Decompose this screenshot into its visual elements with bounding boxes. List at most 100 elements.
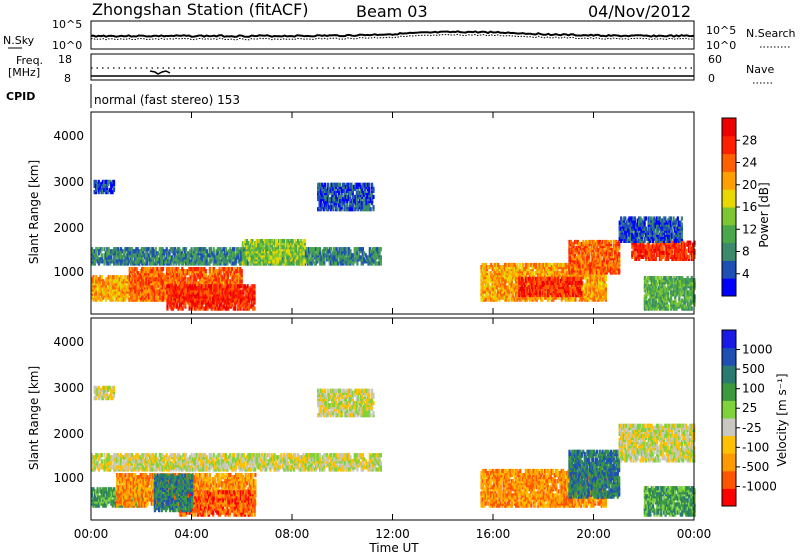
- power-cell: [337, 261, 340, 266]
- power-cell: [229, 255, 232, 260]
- power-cell: [111, 259, 114, 264]
- power-cell: [294, 259, 297, 264]
- power-cell: [503, 283, 507, 288]
- power-cell: [481, 281, 484, 286]
- power-cell: [363, 251, 366, 256]
- power-cell: [274, 243, 278, 248]
- power-cell: [240, 279, 243, 284]
- power-cell: [108, 187, 111, 193]
- nave-tick-bottom: 0: [708, 72, 715, 85]
- power-cell: [169, 302, 172, 307]
- power-cell: [194, 294, 197, 299]
- power-cell: [201, 247, 204, 252]
- power-cell: [232, 306, 235, 311]
- power-cell: [160, 267, 163, 272]
- power-cell: [345, 261, 348, 266]
- power-cell: [106, 251, 109, 256]
- power-cell: [481, 271, 484, 276]
- power-cell: [161, 281, 165, 286]
- power-cell: [202, 300, 205, 305]
- power-cell: [368, 197, 371, 202]
- power-cell: [234, 284, 237, 289]
- power-cell: [604, 283, 607, 288]
- power-cell: [360, 184, 363, 189]
- power-cell: [212, 257, 215, 262]
- power-cell: [320, 255, 323, 260]
- power-cell: [340, 194, 343, 200]
- power-cell: [141, 267, 144, 272]
- power-cell: [487, 275, 490, 280]
- power-cell: [371, 197, 374, 202]
- power-cell: [371, 192, 374, 198]
- power-cell: [125, 247, 128, 252]
- power-cell: [93, 295, 96, 300]
- power-cell: [332, 197, 335, 202]
- power-cell: [207, 291, 210, 296]
- power-cell: [183, 259, 186, 264]
- power-cell: [192, 267, 195, 272]
- power-cell: [136, 257, 139, 262]
- power-cell: [254, 255, 257, 260]
- power-cell: [157, 251, 160, 256]
- power-cell: [343, 199, 346, 204]
- power-cell: [198, 306, 201, 311]
- power-cell: [109, 259, 112, 264]
- power-cell: [106, 291, 109, 296]
- power-cell: [114, 275, 117, 280]
- power-cell: [104, 251, 107, 256]
- power-cell: [104, 293, 107, 298]
- power-cell: [604, 275, 607, 280]
- power-cell: [152, 267, 155, 272]
- power-cell: [265, 239, 268, 244]
- power-cell: [325, 197, 328, 202]
- power-cell: [337, 251, 340, 256]
- power-cell: [346, 199, 349, 204]
- power-cell: [497, 277, 500, 282]
- power-cell: [158, 261, 161, 266]
- power-cell: [363, 257, 366, 262]
- power-cell: [350, 203, 353, 208]
- power-cell: [150, 261, 153, 266]
- power-cell: [492, 281, 496, 286]
- power-cell: [574, 297, 577, 302]
- power-cell: [96, 283, 99, 288]
- power-cell: [288, 241, 291, 246]
- power-cell: [212, 296, 215, 301]
- power-cell: [287, 251, 290, 256]
- power-cell: [239, 267, 242, 272]
- power-cell: [365, 192, 368, 198]
- power-cell: [196, 247, 199, 252]
- power-cell: [346, 203, 349, 208]
- power-cell: [140, 247, 143, 252]
- power-cell: [298, 241, 301, 246]
- power-cell: [190, 247, 193, 252]
- power-cell: [177, 286, 180, 291]
- power-cell: [185, 294, 188, 299]
- power-cell: [273, 239, 276, 244]
- power-cell: [213, 267, 216, 272]
- power-cell: [121, 275, 124, 280]
- power-cell: [498, 265, 501, 270]
- power-cell: [184, 288, 187, 293]
- power-cell: [294, 239, 297, 244]
- power-cell: [139, 269, 142, 274]
- power-cell: [97, 179, 100, 184]
- power-cell: [217, 288, 220, 293]
- power-cell: [372, 205, 375, 210]
- power-cell: [135, 253, 138, 258]
- power-cell: [206, 284, 209, 289]
- power-cell: [262, 241, 265, 246]
- power-cell: [143, 267, 147, 272]
- power-cell: [109, 295, 112, 300]
- power-cell: [150, 277, 153, 282]
- power-cell: [148, 269, 151, 274]
- power-cell: [332, 182, 335, 187]
- power-cell: [241, 298, 244, 303]
- power-cell: [250, 259, 253, 264]
- power-cell: [498, 287, 501, 292]
- power-cell: [263, 249, 267, 254]
- power-cell: [202, 284, 205, 289]
- power-cell: [362, 182, 365, 187]
- power-cell: [166, 295, 169, 300]
- power-cell: [306, 251, 309, 256]
